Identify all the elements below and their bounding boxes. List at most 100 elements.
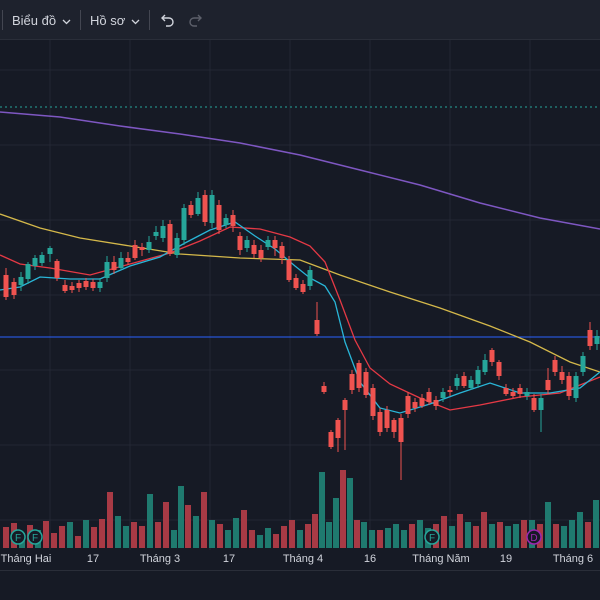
candle-down [321,386,327,392]
price-chart[interactable]: F F F D Tháng Hai 17 Tháng 3 17 Tháng 4 16 Tháng N… [0,40,600,570]
candle-down [132,245,138,258]
event-marker-label: F [32,533,38,544]
volume-bar-up [369,530,375,548]
chevron-down-icon [131,13,140,28]
ma-purple-line [0,111,600,230]
x-axis-tick-label: 19 [500,553,512,565]
dividend-marker: D [526,529,542,545]
candle-down [377,412,383,432]
candle-down [426,392,432,402]
earnings-marker: F [424,529,440,545]
chart-menu-label: Biểu đồ [12,12,57,28]
candle-up [454,378,460,386]
candle-down [328,432,334,447]
candle-down [489,350,495,362]
volume-bar-down [521,520,527,548]
candle-up [25,264,31,279]
volume-bar-up [257,535,263,548]
candle-down [517,388,523,394]
volume-bar-up [385,528,391,548]
candle-up [174,238,180,255]
candle-down [202,195,208,222]
earnings-marker: F [10,529,26,545]
volume-bar-up [225,530,231,548]
volume-bar-down [289,520,295,548]
candle-up [538,398,544,410]
volume-bar-down [441,516,447,548]
volume-bar-up [233,518,239,548]
volume-bar-down [59,526,65,548]
candle-down [552,360,558,372]
volume-bar-down [273,534,279,548]
candle-up [468,380,474,388]
candle-up [244,240,250,248]
candle-up [223,218,229,225]
volume-bar-up [513,524,519,548]
x-axis-tick-label: Tháng 3 [140,553,180,565]
candle-down [62,285,68,291]
top-toolbar: Biểu đồ Hồ sơ [0,0,600,40]
volume-bar-up [326,522,332,548]
candle-up [104,262,110,278]
toolbar-separator [80,10,81,30]
candle-down [258,250,264,258]
volume-bar-down [457,514,463,548]
x-axis-tick-label: Tháng 6 [553,553,593,565]
volume-bar-up [171,530,177,548]
x-axis-tick-label: 16 [364,553,376,565]
volume-bar-down [281,526,287,548]
x-axis-tick-label: Tháng 4 [283,553,323,565]
volume-bar-up [361,522,367,548]
toolbar-separator [149,10,150,30]
candle-down [349,374,355,390]
bottom-bar [0,570,600,600]
candle-down [76,283,82,288]
candle-up [18,277,24,285]
volume-bar-down [249,530,255,548]
volume-bar-down [217,524,223,548]
candle-down [111,262,117,270]
undo-icon[interactable] [157,10,177,30]
x-axis-tick-label: 17 [223,553,235,565]
volume-bar-up [123,526,129,548]
candle-down [230,215,236,226]
x-axis-tick-label: Tháng Hai [1,553,52,565]
candle-down [566,376,572,396]
event-marker-circle [10,529,26,545]
candle-down [559,372,565,380]
volume-bar-down [553,524,559,548]
volume-bar-down [155,522,161,548]
candle-down [587,330,593,346]
volume-bar-down [107,492,113,548]
redo-icon[interactable] [186,10,206,30]
volume-bar-down [312,514,318,548]
candle-up [209,195,215,223]
event-marker-circle [424,529,440,545]
volume-bar-down [585,522,591,548]
candle-up [181,208,187,240]
volume-bar-down [99,519,105,548]
volume-bar-up [115,516,121,548]
candle-down [54,261,60,278]
x-axis-tick-label: Tháng Năm [412,553,469,565]
candle-down [447,390,453,392]
profile-menu-button[interactable]: Hồ sơ [90,8,140,32]
candle-up [195,198,201,214]
chart-menu-button[interactable]: Biểu đồ [12,8,71,32]
chevron-down-icon [62,13,71,28]
candle-down [279,246,285,258]
volume-bar-up [593,500,599,548]
volume-bar-up [265,528,271,548]
candle-down [419,398,425,406]
volume-bar-down [241,510,247,548]
volume-bar-down [131,522,137,548]
candle-down [3,275,9,297]
candle-down [11,282,17,295]
earnings-marker: F [27,529,43,545]
ma-red-line [0,226,600,411]
candle-down [384,410,390,428]
candle-down [251,245,257,254]
ma-yellow-line [0,213,600,373]
candle-down [167,224,173,254]
